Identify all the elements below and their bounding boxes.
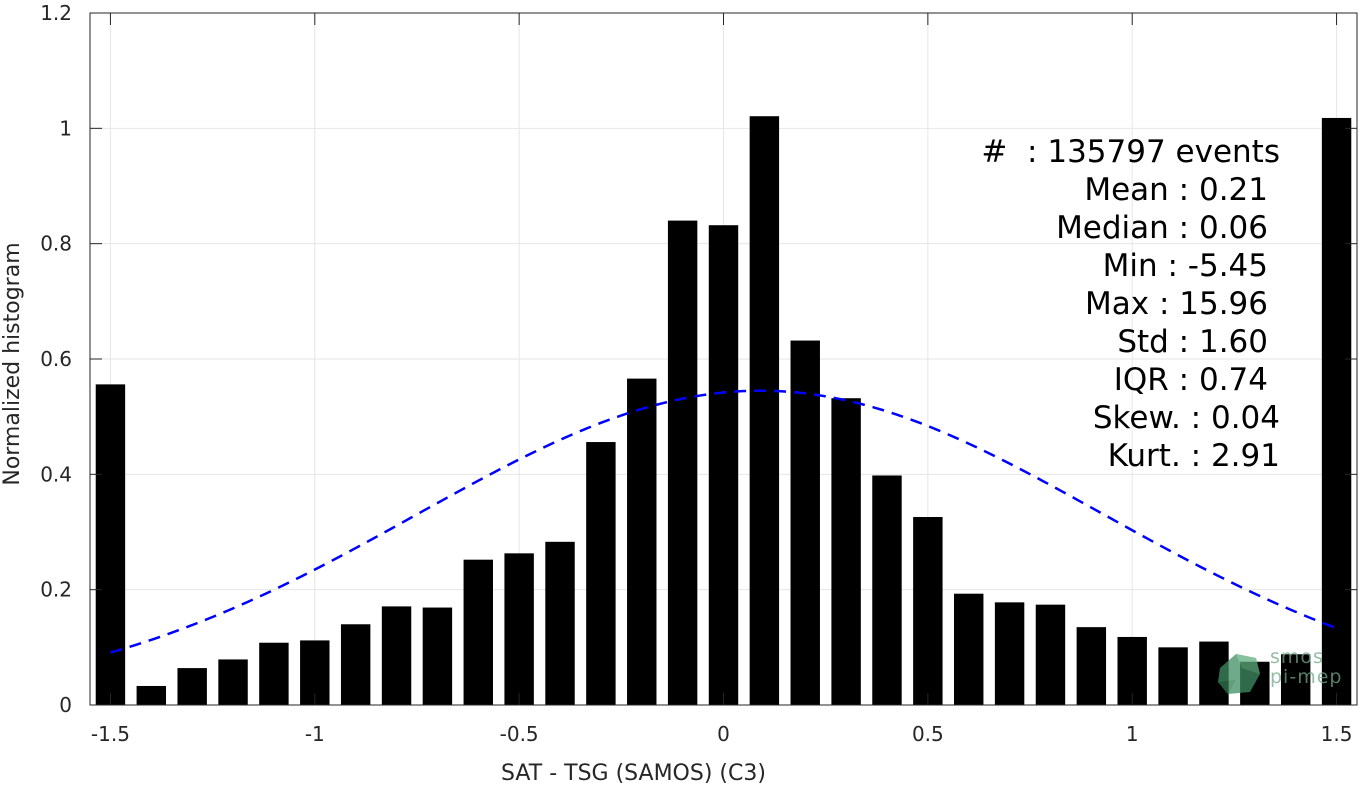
stats-iqr: IQR : 0.74 xyxy=(1113,362,1268,398)
histogram-bar xyxy=(790,340,820,705)
stats-std: Std : 1.60 xyxy=(1117,324,1268,360)
stats-count: # : 135797 events xyxy=(981,134,1280,170)
histogram-bar xyxy=(1035,604,1066,705)
histogram-bar xyxy=(95,384,126,705)
y-tick-label: 1.2 xyxy=(40,1,72,25)
x-tick-label: -1 xyxy=(305,722,325,746)
histogram-bar xyxy=(708,225,739,706)
histogram-bar xyxy=(1158,647,1188,705)
histogram-bar xyxy=(463,559,493,705)
logo-icon xyxy=(1218,654,1260,694)
histogram-bar xyxy=(913,517,943,705)
histogram-bar xyxy=(381,606,412,705)
histogram-bar xyxy=(218,659,248,705)
stats-max: Max : 15.96 xyxy=(1085,286,1268,322)
histogram-bar xyxy=(872,475,902,705)
x-tick-label: 1 xyxy=(1126,722,1139,746)
logo-text-smos: smos xyxy=(1270,646,1324,668)
histogram-bar xyxy=(177,668,207,705)
x-tick-label: -1.5 xyxy=(91,722,130,746)
histogram-bar xyxy=(749,116,780,706)
smos-pimep-logo: smos pi-mep xyxy=(1216,646,1356,698)
histogram-bar xyxy=(504,553,534,705)
y-tick-label: 1 xyxy=(59,116,72,140)
histogram-bar xyxy=(586,442,616,705)
histogram-bar xyxy=(259,642,289,705)
histogram-bar xyxy=(994,602,1025,705)
y-tick-label: 0.2 xyxy=(40,578,72,602)
stats-panel: # : 135797 events Mean : 0.21 Median : 0… xyxy=(940,133,1280,475)
histogram-bar xyxy=(1076,627,1107,705)
y-tick-label: 0.8 xyxy=(40,232,72,256)
y-tick-label: 0 xyxy=(59,693,72,717)
x-tick-label: 0 xyxy=(717,722,730,746)
stats-min: Min : -5.45 xyxy=(1102,248,1268,284)
histogram-bar xyxy=(340,624,371,705)
histogram-bar xyxy=(136,685,167,705)
stats-kurt: Kurt. : 2.91 xyxy=(1107,438,1280,474)
y-tick-label: 0.4 xyxy=(40,462,72,486)
histogram-bar xyxy=(545,541,575,705)
x-tick-label: -0.5 xyxy=(500,722,539,746)
y-axis-label: Normalized histogram xyxy=(0,242,25,485)
x-tick-label: 0.5 xyxy=(912,722,944,746)
x-tick-label: 1.5 xyxy=(1321,722,1353,746)
histogram-bar xyxy=(1321,117,1352,706)
stats-mean: Mean : 0.21 xyxy=(1084,172,1268,208)
logo-text-pimep: pi-mep xyxy=(1270,666,1343,688)
histogram-bar xyxy=(954,593,984,705)
histogram-bar xyxy=(627,378,657,705)
stats-skew: Skew. : 0.04 xyxy=(1092,400,1280,436)
histogram-bar xyxy=(667,220,698,705)
histogram-bar xyxy=(831,398,861,705)
x-axis-label: SAT - TSG (SAMOS) (C3) xyxy=(501,761,766,785)
y-tick-label: 0.6 xyxy=(40,347,72,371)
normal-fit-curve xyxy=(110,389,1338,654)
histogram-bar xyxy=(422,607,453,705)
histogram-bar xyxy=(1280,654,1311,705)
stats-median: Median : 0.06 xyxy=(1056,210,1268,246)
